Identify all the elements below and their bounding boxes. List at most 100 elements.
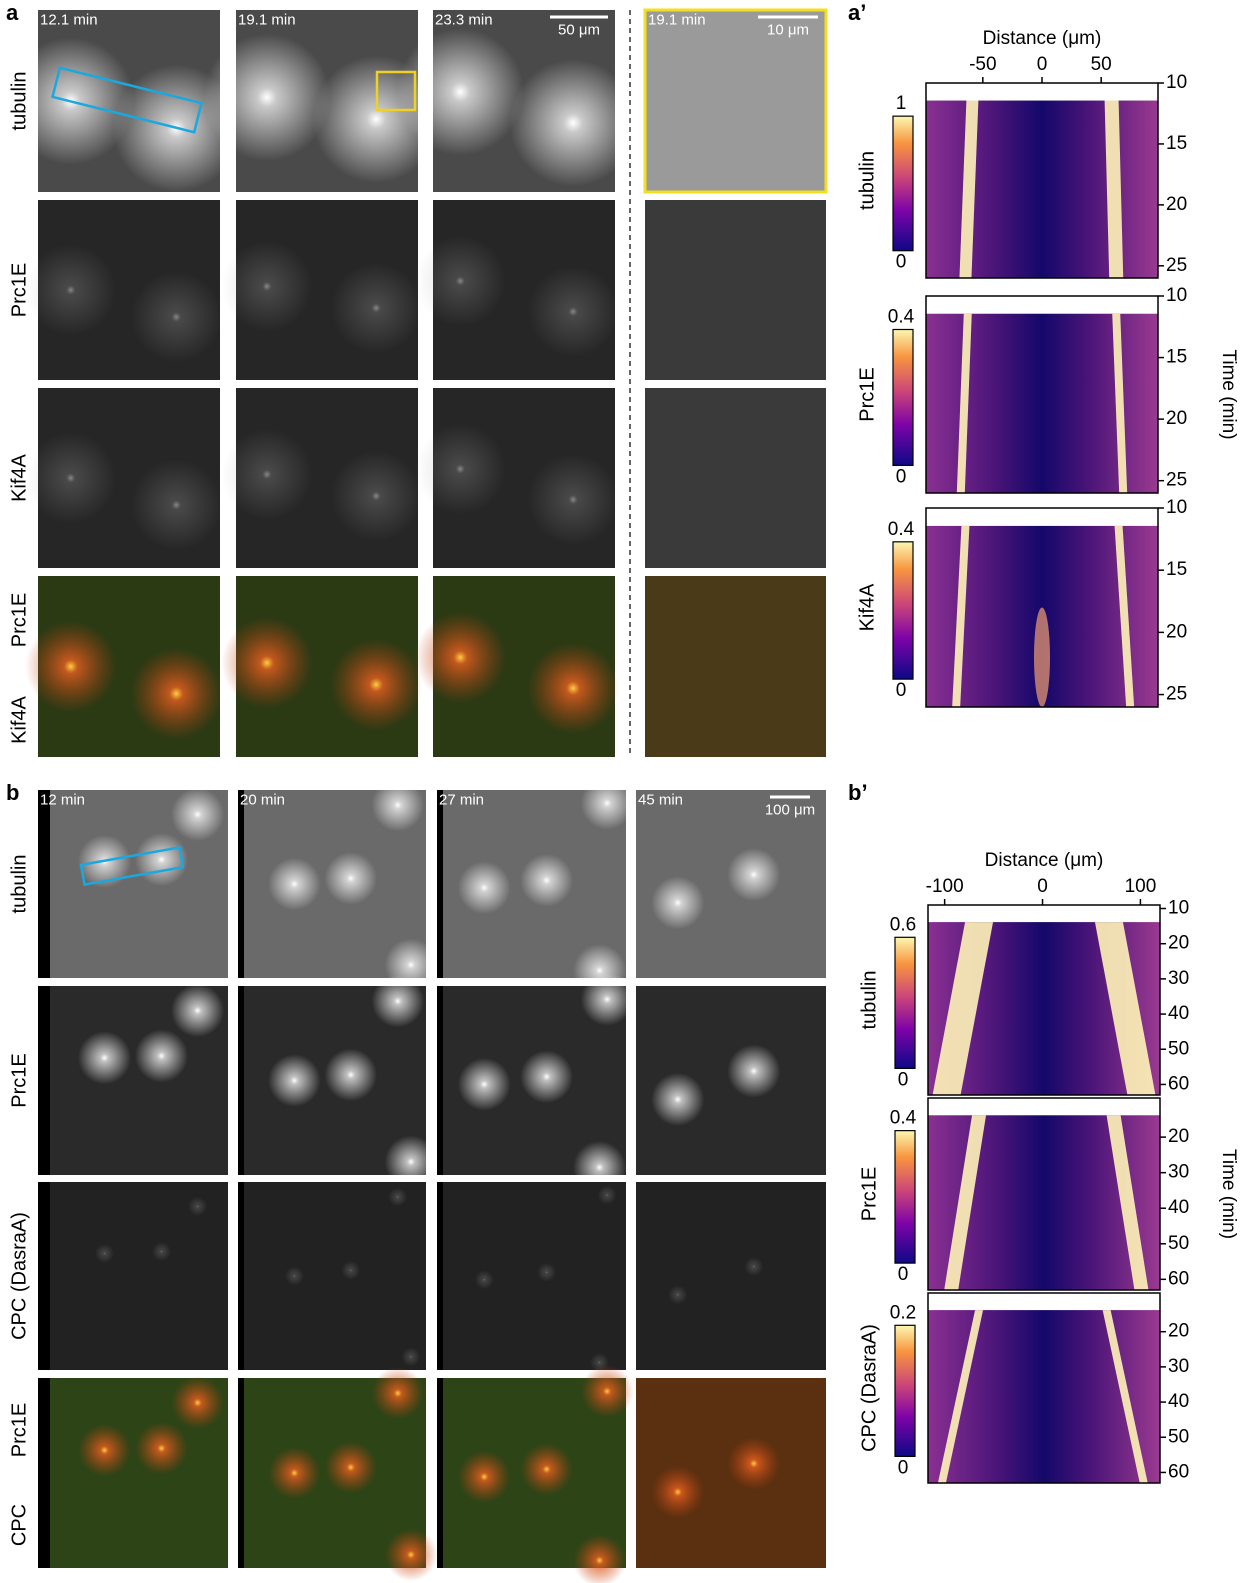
time-label: 23.3 min [435, 11, 493, 28]
aster [268, 1054, 321, 1107]
aster [285, 1267, 304, 1286]
y-tick-label: 25 [1166, 684, 1187, 705]
mask [38, 986, 50, 1175]
scale-label: 50 μm [558, 21, 600, 38]
aster [415, 236, 506, 327]
colorbar-min: 0 [898, 1069, 909, 1090]
mask [38, 790, 50, 978]
mask [437, 986, 443, 1175]
y-tick-label: 10 [1166, 497, 1187, 518]
aster [385, 1135, 438, 1188]
row-label: tubulin [8, 855, 30, 914]
aster [371, 1367, 424, 1420]
x-tick-label: 0 [1037, 54, 1048, 75]
row-label: Prc1E [8, 263, 30, 317]
aster [581, 777, 634, 830]
row-label: Prc1E [8, 1053, 30, 1107]
aster [203, 34, 330, 161]
mask [437, 1378, 443, 1568]
time-label: 19.1 min [648, 11, 706, 28]
time-label: 45 min [638, 791, 683, 808]
aster [744, 1257, 763, 1276]
micrograph [238, 1182, 426, 1370]
y-tick-label: 15 [1166, 347, 1187, 368]
aster [385, 1528, 438, 1581]
mask [238, 986, 244, 1175]
aster [152, 1242, 171, 1261]
aster [268, 858, 321, 911]
aster [528, 643, 619, 734]
aster [324, 1441, 377, 1494]
aster [131, 272, 222, 363]
time-label: 20 min [240, 791, 285, 808]
aster [135, 1029, 188, 1082]
row-label: Prc1E [8, 593, 30, 647]
aster [509, 59, 636, 186]
mask [437, 1182, 443, 1370]
y-tick-label: 20 [1168, 933, 1189, 954]
colorbar-max: 0.2 [890, 1302, 916, 1323]
colorbar [895, 937, 915, 1068]
mask [437, 790, 443, 978]
mask [38, 1182, 50, 1370]
aster [581, 973, 634, 1026]
y-tick-label: 60 [1168, 1073, 1189, 1094]
y-tick-label: 15 [1166, 559, 1187, 580]
y-tick-label: 30 [1168, 1356, 1189, 1377]
aster [25, 621, 116, 712]
row-label: CPC [8, 1504, 30, 1546]
aster [458, 1450, 511, 1503]
row-label: tubulin [856, 151, 878, 210]
aster [331, 451, 422, 542]
colorbar-min: 0 [896, 252, 907, 273]
scale-label: 10 μm [767, 21, 809, 38]
mask [38, 1378, 50, 1568]
row-label: tubulin [858, 971, 880, 1030]
zoom-image [645, 576, 826, 757]
y-tick-label: 20 [1166, 194, 1187, 215]
aster [371, 779, 424, 832]
row-label: CPC (DasraA) [8, 1212, 30, 1340]
aster [581, 1365, 634, 1418]
aster [78, 1031, 131, 1084]
colorbar-max: 1 [896, 93, 907, 114]
aster [651, 876, 704, 929]
row-label: Prc1E [8, 1403, 30, 1457]
y-tick-label: 20 [1168, 1126, 1189, 1147]
y-tick-label: 50 [1168, 1426, 1189, 1447]
aster [458, 861, 511, 914]
row-label: Kif4A [856, 583, 878, 631]
panel-label: b’ [848, 780, 868, 805]
aster [331, 639, 422, 730]
y-tick-label: 40 [1168, 1197, 1189, 1218]
colorbar-max: 0.4 [888, 519, 915, 540]
aster [171, 984, 224, 1037]
aster [221, 617, 312, 708]
aster [188, 1197, 207, 1216]
scale-label: 100 μm [765, 801, 815, 818]
aster [415, 612, 506, 703]
aster [668, 1285, 687, 1304]
y-axis-title: Time (min) [1218, 1149, 1239, 1239]
x-axis-title: Distance (μm) [983, 28, 1102, 49]
x-tick-label: -100 [926, 876, 964, 897]
aster [651, 1073, 704, 1126]
aster [268, 1447, 321, 1500]
y-tick-label: 10 [1166, 285, 1187, 306]
colorbar-min: 0 [898, 1457, 909, 1478]
row-label: Kif4A [8, 695, 30, 743]
figure: a a’ b b’ 12.1 min19.1 min23.3 min19.1 m… [0, 0, 1252, 1583]
aster [598, 1186, 617, 1205]
panel-label: a’ [848, 0, 866, 25]
aster [651, 1465, 704, 1518]
colorbar-max: 0.4 [888, 307, 915, 328]
y-axis-title: Time (min) [1218, 349, 1239, 439]
y-tick-label: 50 [1168, 1233, 1189, 1254]
mask [238, 1378, 244, 1568]
time-label: 19.1 min [238, 11, 296, 28]
x-tick-label: 0 [1037, 876, 1048, 897]
y-tick-label: 10 [1166, 72, 1187, 93]
panel-label: a [6, 0, 19, 25]
time-label: 27 min [439, 791, 484, 808]
aster [131, 648, 222, 739]
